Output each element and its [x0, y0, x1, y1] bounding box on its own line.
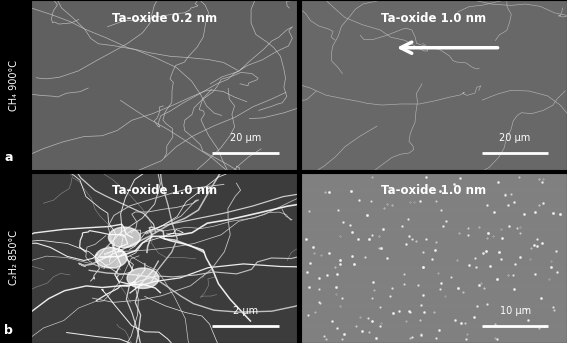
Text: CH₄ 900°C: CH₄ 900°C — [9, 60, 19, 111]
Text: Ta-oxide 1.0 nm: Ta-oxide 1.0 nm — [112, 185, 217, 198]
Circle shape — [108, 227, 140, 248]
Text: a: a — [5, 151, 13, 164]
Circle shape — [95, 248, 127, 268]
Text: 20 μm: 20 μm — [230, 133, 261, 143]
Text: Ta-oxide 0.2 nm: Ta-oxide 0.2 nm — [112, 12, 217, 25]
Text: C₂H₂ 850°C: C₂H₂ 850°C — [9, 230, 19, 285]
Text: Ta-oxide 1.0 nm: Ta-oxide 1.0 nm — [382, 185, 486, 198]
Circle shape — [127, 268, 159, 288]
Text: 20 μm: 20 μm — [500, 133, 531, 143]
Text: 2 μm: 2 μm — [233, 306, 258, 316]
Text: b: b — [4, 324, 13, 337]
Text: 10 μm: 10 μm — [500, 306, 531, 316]
Text: Ta-oxide 1.0 nm: Ta-oxide 1.0 nm — [382, 12, 486, 25]
